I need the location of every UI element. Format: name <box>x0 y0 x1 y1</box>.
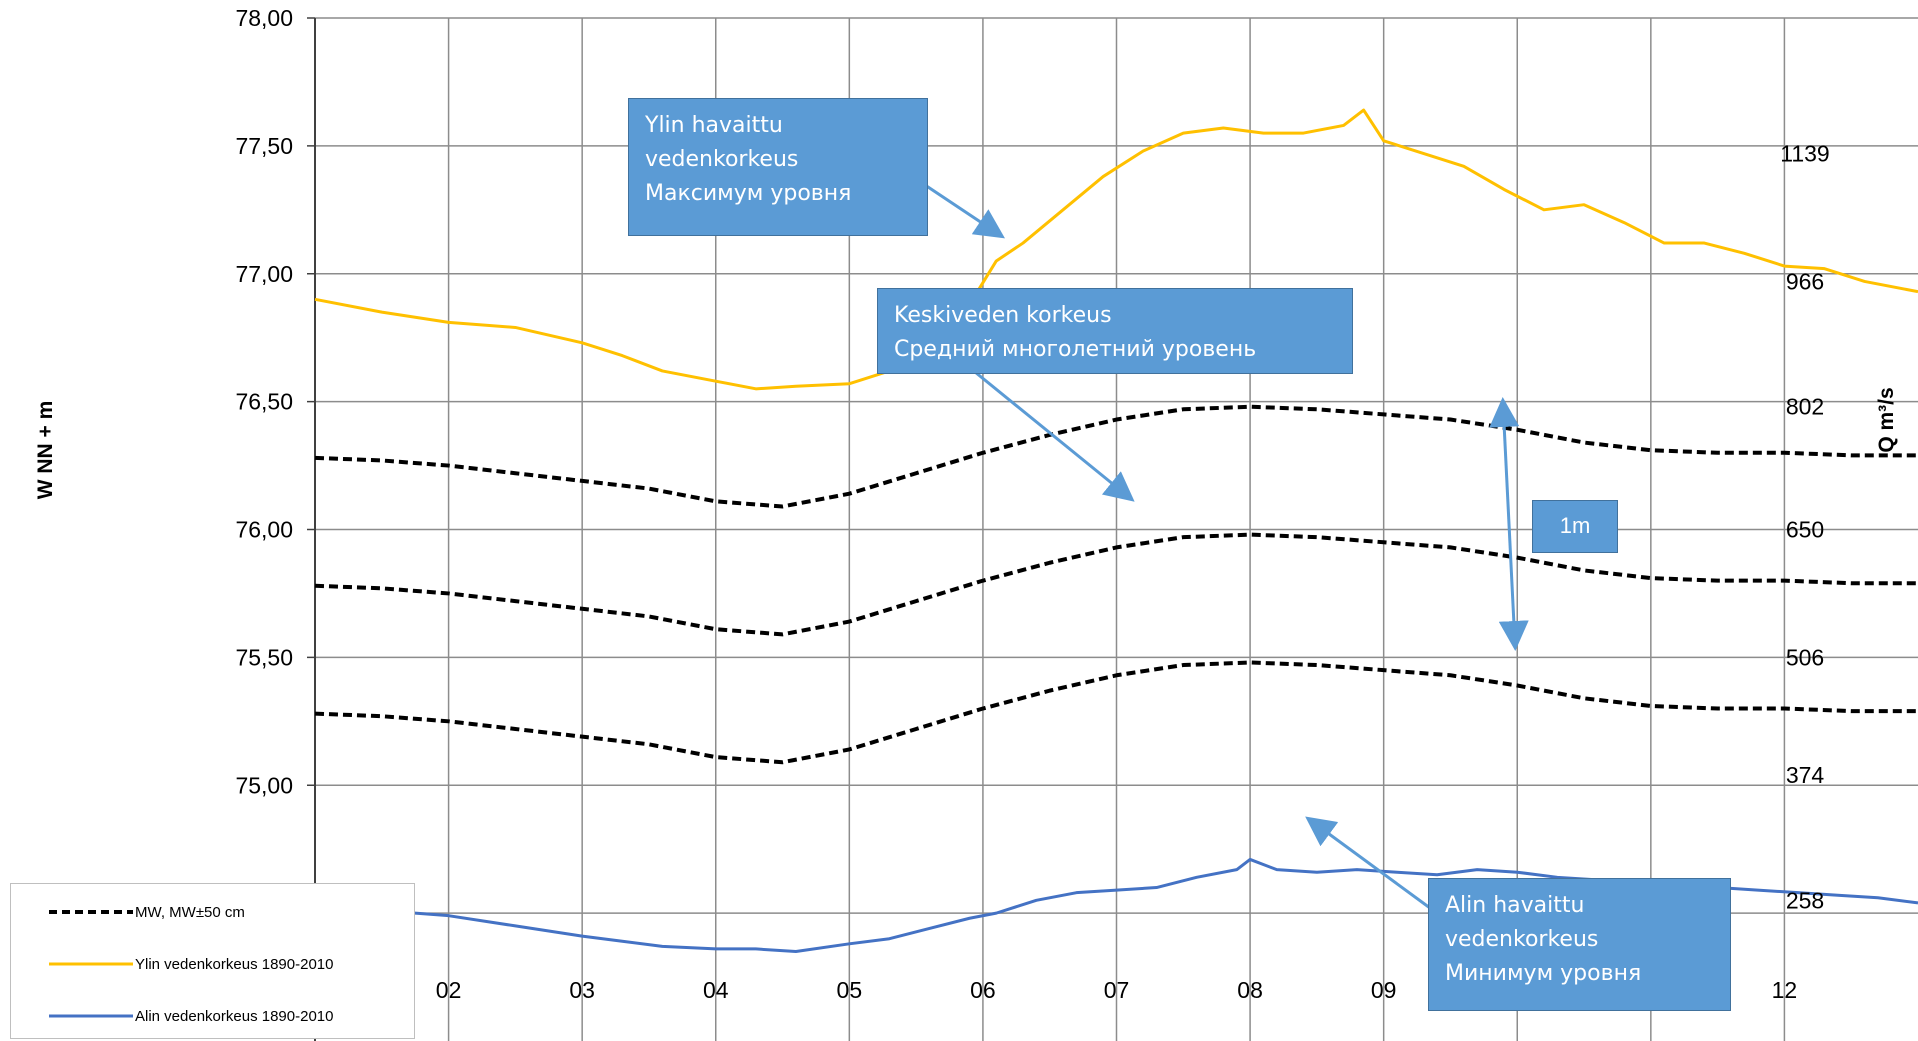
y-tick-label: 77,50 <box>235 133 293 159</box>
callout-max-line1: Ylin havaittu <box>645 113 783 138</box>
y-tick-label: 76,00 <box>235 517 293 543</box>
series-line <box>314 108 1918 391</box>
legend-item-alin: Alin vedenkorkeus 1890-2010 <box>49 1006 333 1026</box>
y-tick-label: 75,50 <box>235 644 293 670</box>
y2-tick-label: 650 <box>1786 517 1824 543</box>
y-tick-label: 78,00 <box>235 5 293 31</box>
callout-mean-line2: Средний многолетний уровень <box>894 337 1257 362</box>
callout-arrows <box>924 183 1529 910</box>
callout-one-meter-text: 1m <box>1559 513 1591 538</box>
callout-min-line3: Минимум уровня <box>1445 961 1642 986</box>
y-tick-label: 76,50 <box>235 389 293 415</box>
x-tick-label: 08 <box>1237 977 1263 1003</box>
arrow-max <box>924 183 1005 239</box>
y-tick-label: 75,00 <box>235 772 293 798</box>
legend-label-alin: Alin vedenkorkeus 1890-2010 <box>135 1007 334 1025</box>
x-tick-label: 05 <box>837 977 863 1003</box>
y2-tick-label: 258 <box>1786 887 1824 913</box>
x-tick-label: 06 <box>970 977 996 1003</box>
y2-axis-title: Q m³/s <box>1875 387 1898 452</box>
series-layer <box>314 108 1918 953</box>
callout-max-line2: vedenkorkeus <box>645 147 799 172</box>
callout-min-line1: Alin havaittu <box>1445 893 1585 918</box>
legend-item-mw: MW, MW±50 cm <box>49 902 245 922</box>
x-tick-label: 02 <box>436 977 462 1003</box>
y2-tick-label: 374 <box>1786 762 1825 788</box>
legend-label-mw: MW, MW±50 cm <box>135 903 245 921</box>
callout-one-meter: 1m <box>1532 500 1618 553</box>
legend-swatch-alin <box>49 1014 133 1018</box>
y-axis-title: W NN + m <box>34 401 57 500</box>
callout-max-level: Ylin havaittu vedenkorkeus Максимум уров… <box>628 98 928 236</box>
legend-swatch-ylin <box>49 962 133 966</box>
series-line <box>314 404 1918 509</box>
arrow-min <box>1305 816 1431 910</box>
y2-tick-label: 802 <box>1786 394 1824 420</box>
legend-label-ylin: Ylin vedenkorkeus 1890-2010 <box>135 955 334 973</box>
x-tick-label: 07 <box>1104 977 1130 1003</box>
callout-min-level: Alin havaittu vedenkorkeus Минимум уровн… <box>1428 878 1731 1011</box>
y2-tick-label: 966 <box>1786 268 1824 294</box>
callout-min-line2: vedenkorkeus <box>1445 927 1599 952</box>
legend-swatch-mw <box>49 910 133 914</box>
arrow-one-meter <box>1489 397 1529 651</box>
arrow-mean <box>974 370 1135 502</box>
legend: MW, MW±50 cm Ylin vedenkorkeus 1890-2010… <box>10 883 415 1039</box>
x-tick-label: 04 <box>703 977 729 1003</box>
x-tick-label: 09 <box>1371 977 1397 1003</box>
y-tick-label: 77,00 <box>235 261 293 287</box>
x-tick-label: 12 <box>1772 977 1798 1003</box>
series-line <box>314 532 1918 637</box>
y2-tick-label: 506 <box>1786 644 1824 670</box>
callout-mean-level: Keskiveden korkeus Средний многолетний у… <box>877 288 1353 374</box>
y2-tick-label: 1139 <box>1780 141 1829 167</box>
series-line <box>314 660 1918 765</box>
legend-item-ylin: Ylin vedenkorkeus 1890-2010 <box>49 954 333 974</box>
x-tick-label: 03 <box>569 977 595 1003</box>
callout-mean-line1: Keskiveden korkeus <box>894 303 1112 328</box>
callout-max-line3: Максимум уровня <box>645 181 852 206</box>
